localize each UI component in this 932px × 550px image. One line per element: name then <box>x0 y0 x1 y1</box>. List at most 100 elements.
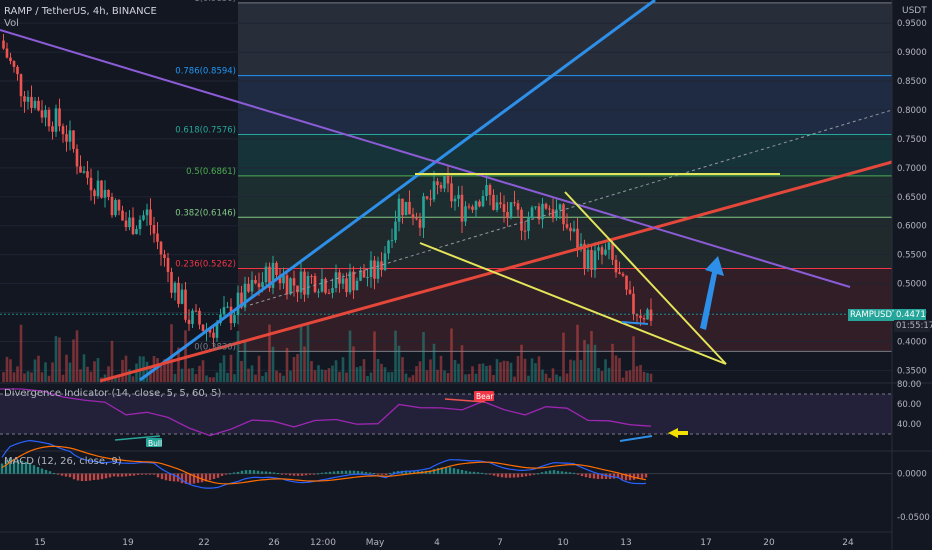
candle-body <box>37 100 40 111</box>
macd-histogram-bar <box>204 473 208 482</box>
candle-body <box>590 249 593 270</box>
candle-body <box>593 250 597 270</box>
macd-histogram-bar <box>8 457 12 474</box>
macd-histogram-bar <box>0 463 4 474</box>
fib-retracement-zones <box>238 2 892 352</box>
volume-bar <box>558 376 562 382</box>
volume-bar <box>632 336 635 382</box>
time-tick: 24 <box>842 538 854 548</box>
volume-bar <box>19 324 23 382</box>
macd-panel: 0.0000 -0.0500 <box>0 439 932 523</box>
candle-body <box>198 310 201 325</box>
volume-bar <box>429 359 432 382</box>
volume-bar <box>621 377 625 382</box>
volume-bar <box>51 362 54 382</box>
volume-bar <box>96 358 100 382</box>
volume-bar <box>478 363 481 382</box>
candle-body <box>506 211 509 219</box>
macd-histogram-bar <box>568 472 572 474</box>
volume-bar <box>12 372 16 382</box>
candle-body <box>621 273 625 276</box>
wedge-lower-line <box>419 242 727 365</box>
candle-body <box>422 196 425 228</box>
volume-bar <box>16 366 19 382</box>
candle-body <box>110 196 114 216</box>
macd-histogram-bar <box>32 465 36 474</box>
price-tick: 0.6500 <box>897 193 927 203</box>
volume-bar <box>481 363 485 382</box>
macd-histogram-bar <box>308 473 312 475</box>
candle-body <box>618 272 621 274</box>
macd-histogram-bar <box>44 469 48 474</box>
volume-bar <box>278 372 282 382</box>
macd-histogram-bar <box>156 473 160 478</box>
macd-histogram-bar <box>572 472 576 474</box>
signal-line <box>1 445 647 485</box>
candle-body <box>380 261 383 271</box>
volume-bar <box>75 330 79 382</box>
macd-histogram-bar <box>528 473 532 476</box>
candle-body <box>404 201 408 216</box>
volume-bar <box>320 369 324 382</box>
macd-histogram-bar <box>600 473 604 480</box>
candle-body <box>33 100 37 108</box>
macd-histogram-bar <box>560 471 564 474</box>
volume-bar <box>86 366 89 382</box>
candle-body <box>152 225 156 234</box>
candle-body <box>250 279 254 292</box>
macd-histogram-bar <box>324 472 328 474</box>
volume-bar <box>628 370 632 382</box>
macd-histogram-bar <box>628 473 632 481</box>
trend-drawings[interactable] <box>0 0 893 383</box>
macd-histogram-bar <box>328 471 332 474</box>
macd-tick: 0.0000 <box>897 470 927 480</box>
macd-histogram-bar <box>364 472 368 474</box>
volume-bar <box>425 370 429 382</box>
price-low-marker <box>621 321 649 325</box>
macd-histogram-bar <box>524 473 528 477</box>
current-price-value: 0.4471 <box>894 309 926 321</box>
volume-bar <box>355 367 359 382</box>
volume-bar <box>215 372 219 382</box>
candle-body <box>635 314 639 316</box>
volume-bar <box>443 370 446 382</box>
volume-bar <box>520 344 523 382</box>
volume-bar <box>506 361 509 382</box>
macd-histogram-bar <box>240 470 244 474</box>
candle-body <box>72 130 75 149</box>
macd-histogram-bar <box>384 473 388 476</box>
volume-bar <box>646 372 649 382</box>
price-tick: 0.9000 <box>897 48 927 58</box>
volume-bar <box>334 360 338 382</box>
macd-histogram-bar <box>612 473 616 479</box>
volume-bar <box>348 330 352 382</box>
macd-histogram-bar <box>92 473 96 480</box>
candle-body <box>492 194 495 210</box>
macd-histogram-bar <box>516 473 520 478</box>
macd-tick: -0.0500 <box>897 513 930 523</box>
candle-body <box>82 171 86 173</box>
volume-bar <box>177 347 180 382</box>
candle-body <box>516 203 520 210</box>
volume-bar <box>264 372 268 382</box>
candle-body <box>474 201 478 210</box>
volume-bar <box>229 354 233 382</box>
price-tick: 0.8000 <box>897 106 927 116</box>
macd-histogram-bar <box>564 471 568 474</box>
yellow-arrow-icon <box>668 428 688 438</box>
volume-bar <box>509 362 513 382</box>
candle-body <box>201 324 205 331</box>
volume-bar <box>117 375 121 382</box>
macd-histogram-bar <box>120 473 124 477</box>
macd-histogram-bar <box>180 473 184 484</box>
volume-bar <box>362 359 366 382</box>
macd-histogram-bar <box>448 467 452 474</box>
candle-body <box>320 278 324 292</box>
volume-bar <box>292 357 296 382</box>
time-axis[interactable]: 15 19 22 26 12:00 May 4 7 10 13 17 20 24 <box>0 531 892 548</box>
macd-histogram-bar <box>132 473 136 476</box>
time-tick: 13 <box>620 538 631 548</box>
macd-histogram-bar <box>268 471 272 474</box>
volume-bar <box>611 343 614 382</box>
